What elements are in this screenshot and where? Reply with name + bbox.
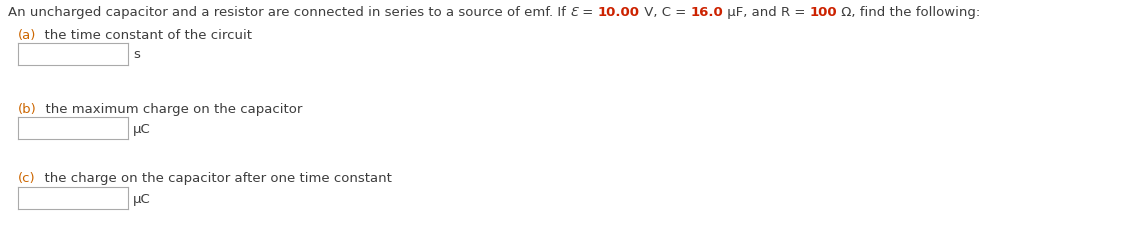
Text: An uncharged capacitor and a resistor are connected in series to a source of emf: An uncharged capacitor and a resistor ar… <box>8 6 570 19</box>
Text: the charge on the capacitor after one time constant: the charge on the capacitor after one ti… <box>35 171 392 184</box>
Text: (a): (a) <box>18 29 36 42</box>
Text: the time constant of the circuit: the time constant of the circuit <box>36 29 252 42</box>
Text: μC: μC <box>133 192 151 205</box>
Text: (b): (b) <box>18 103 36 116</box>
Text: Ω, find the following:: Ω, find the following: <box>838 6 981 19</box>
Text: the maximum charge on the capacitor: the maximum charge on the capacitor <box>36 103 302 116</box>
Text: V, C =: V, C = <box>640 6 690 19</box>
Text: 100: 100 <box>809 6 838 19</box>
Text: =: = <box>578 6 598 19</box>
Text: (c): (c) <box>18 171 35 184</box>
Text: μF, and R =: μF, and R = <box>723 6 809 19</box>
Text: 10.00: 10.00 <box>598 6 640 19</box>
Text: 16.0: 16.0 <box>690 6 723 19</box>
Text: s: s <box>133 48 140 61</box>
Text: Ɛ: Ɛ <box>570 6 578 19</box>
Text: μC: μC <box>133 122 151 135</box>
